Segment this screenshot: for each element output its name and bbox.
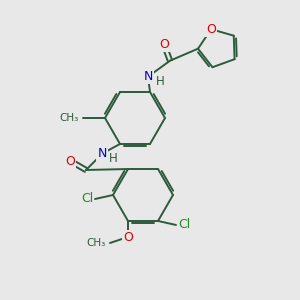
Text: CH₃: CH₃ (60, 113, 79, 123)
Text: Cl: Cl (81, 193, 93, 206)
Text: O: O (123, 232, 133, 244)
Text: H: H (109, 152, 117, 166)
Text: H: H (156, 75, 164, 88)
Text: O: O (159, 38, 169, 51)
Text: CH₃: CH₃ (87, 238, 106, 248)
Text: O: O (206, 23, 216, 36)
Text: N: N (97, 148, 107, 160)
Text: O: O (65, 155, 75, 169)
Text: N: N (143, 70, 153, 83)
Text: Cl: Cl (178, 218, 190, 232)
